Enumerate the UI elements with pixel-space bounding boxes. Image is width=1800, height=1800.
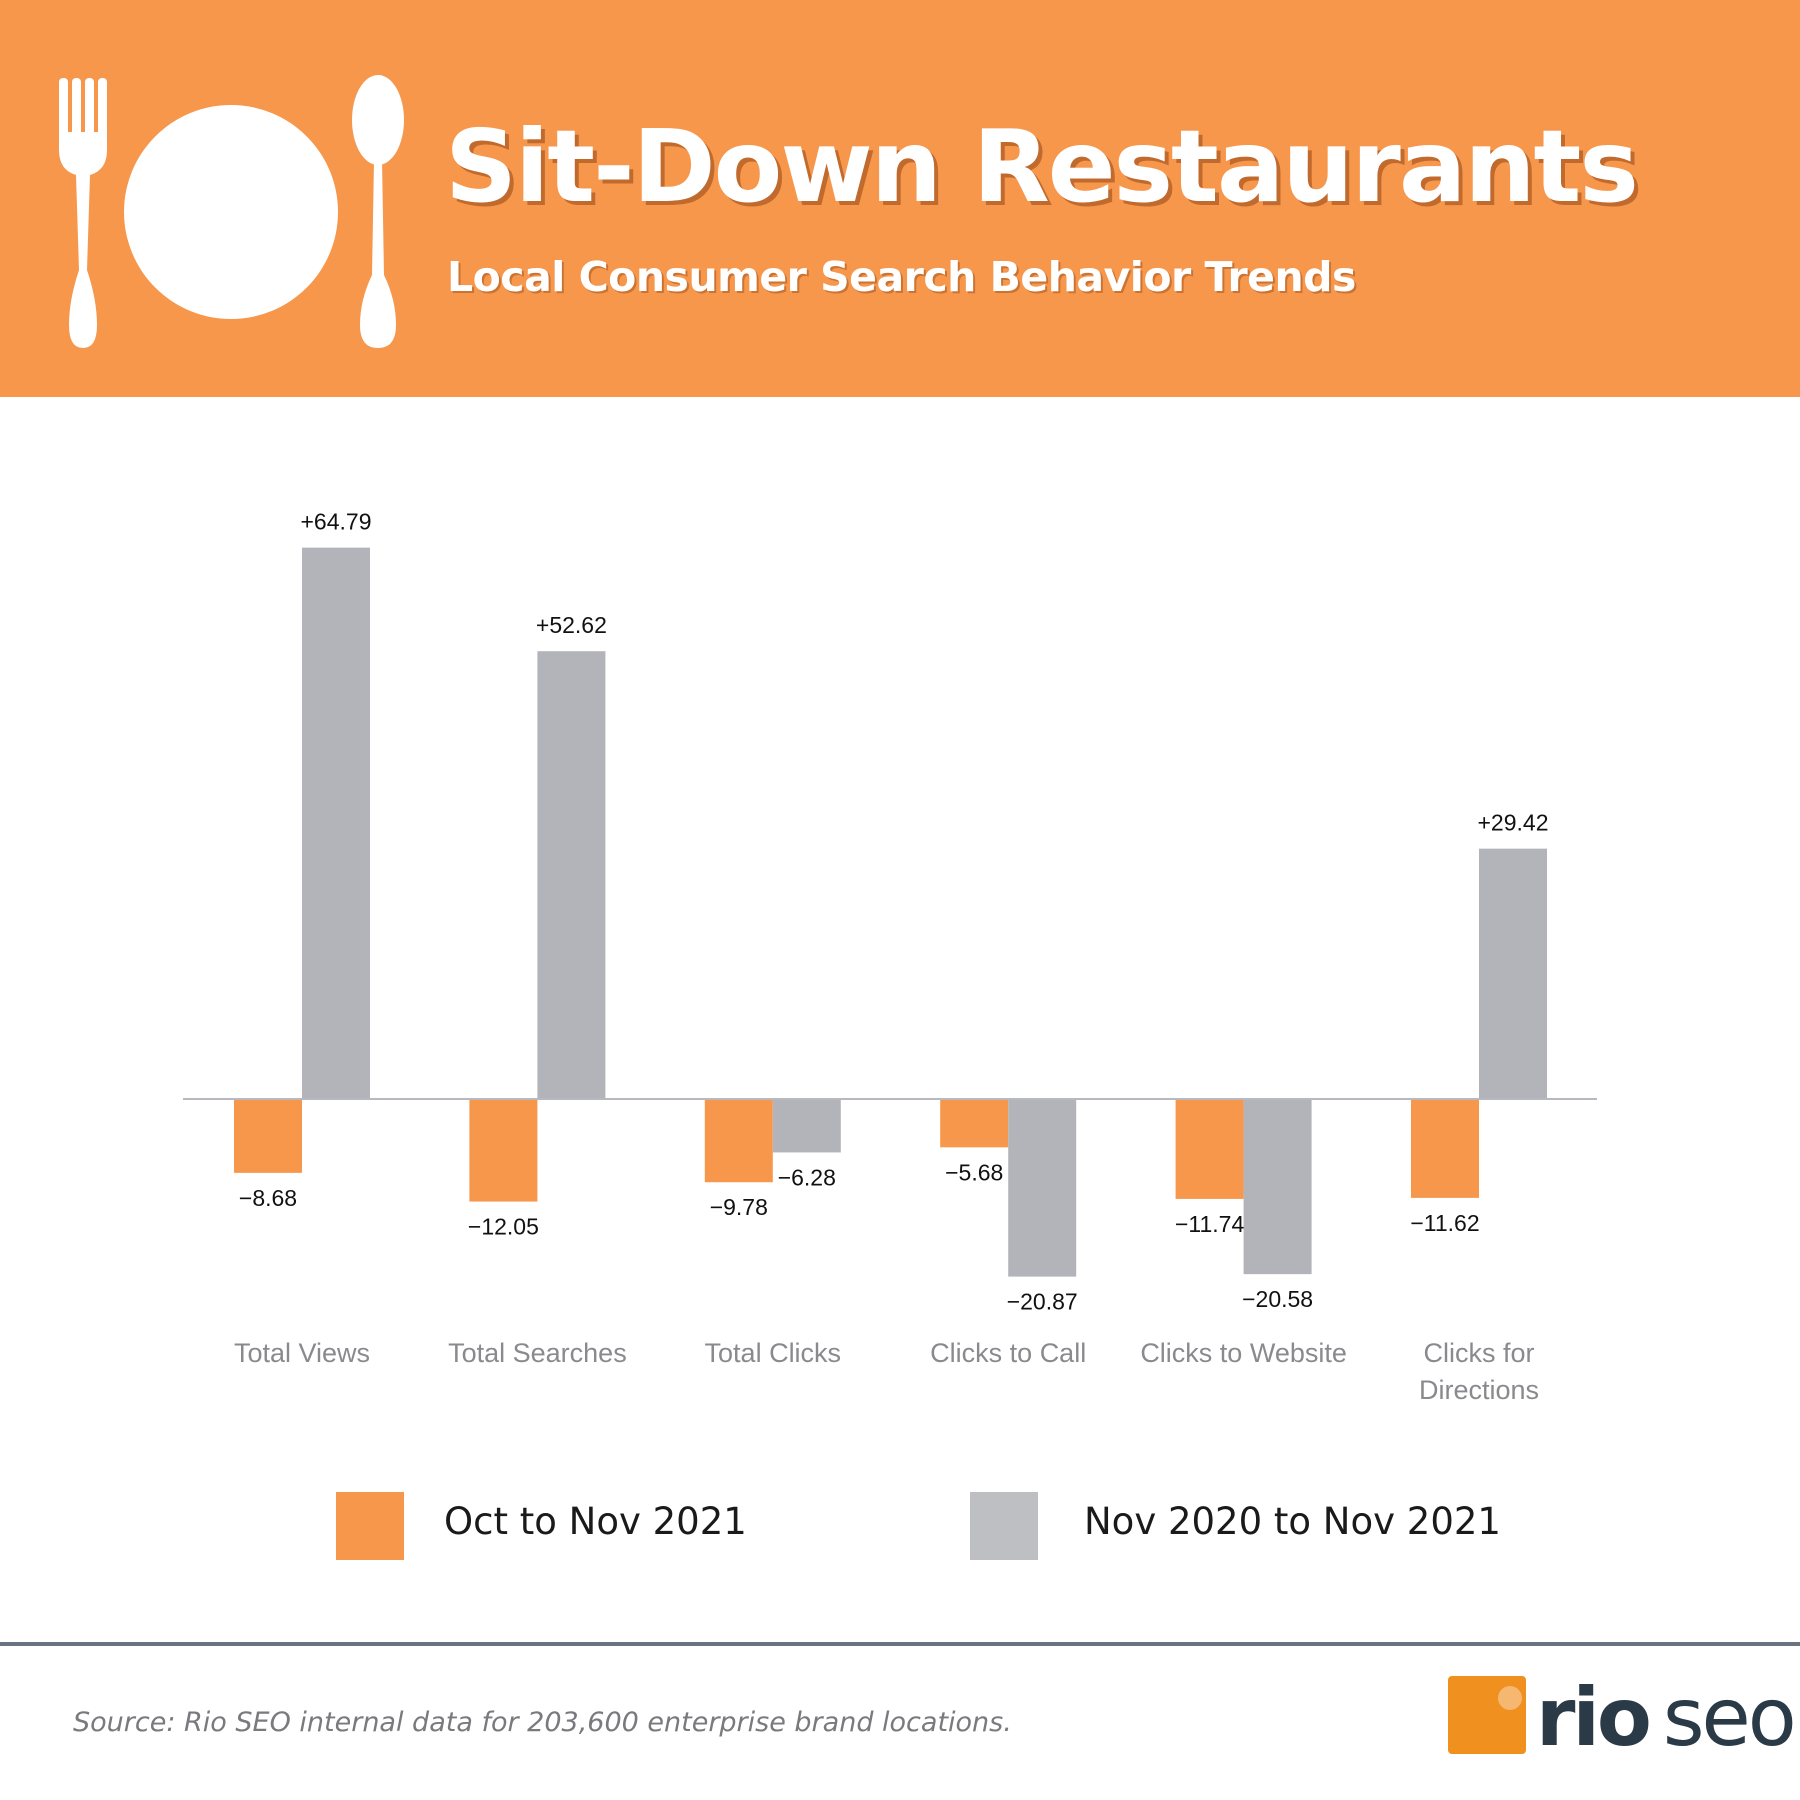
category-label-total-clicks: Total Clicks [705, 1338, 842, 1368]
data-label-total-clicks-series-2: −6.28 [778, 1164, 836, 1190]
footer-divider [0, 1642, 1800, 1646]
bar-clicks-to-call-series-1 [940, 1099, 1009, 1148]
logo-text-rio: rio [1536, 1671, 1652, 1764]
bar-chart: −8.68 −12.05 −9.78 −5.68 −11.74 −11.62 +64.79 +… [183, 509, 1597, 1405]
data-label-clicks-for-directions-series-1: −11.62 [1410, 1210, 1479, 1236]
bar-total-searches-series-1 [469, 1099, 538, 1202]
logo-mark-icon [1448, 1676, 1526, 1754]
page-subtitle: Local Consumer Search Behavior Trends [447, 253, 1356, 301]
data-label-clicks-to-website-series-1: −11.74 [1175, 1211, 1244, 1237]
source-note: Source: Rio SEO internal data for 203,60… [73, 1707, 1012, 1738]
fork-icon [59, 78, 107, 348]
bar-clicks-for-directions-series-2 [1479, 848, 1547, 1099]
data-label-total-views-series-2: +64.79 [301, 509, 372, 535]
logo-text-seo: seo [1662, 1671, 1797, 1764]
legend-label-nov-2020-nov-2021: Nov 2020 to Nov 2021 [1084, 1500, 1501, 1543]
data-label-clicks-to-website-series-2: −20.58 [1242, 1286, 1313, 1312]
header-icons [59, 75, 404, 348]
category-label-clicks-for-directions-line-1: Clicks for [1423, 1338, 1534, 1368]
data-label-total-searches-series-2: +52.62 [536, 612, 607, 638]
page-title: Sit-Down Restaurants [445, 108, 1639, 225]
legend-swatch-nov-2020-nov-2021 [970, 1492, 1038, 1560]
bar-clicks-to-website-series-1 [1175, 1099, 1244, 1199]
bar-total-clicks-series-1 [704, 1099, 773, 1183]
data-label-total-searches-series-1: −12.05 [468, 1214, 539, 1240]
data-label-clicks-to-call-series-2: −20.87 [1007, 1289, 1078, 1315]
category-label-clicks-to-call: Clicks to Call [930, 1338, 1086, 1368]
data-label-total-clicks-series-1: −9.78 [710, 1194, 768, 1220]
legend-swatch-oct-nov-2021 [336, 1492, 404, 1560]
spoon-icon [352, 75, 404, 348]
bar-total-views-series-1 [234, 1099, 302, 1173]
bar-total-clicks-series-2 [772, 1099, 841, 1153]
category-label-total-searches: Total Searches [448, 1338, 627, 1368]
bar-total-searches-series-2 [537, 651, 606, 1099]
data-label-total-views-series-1: −8.68 [239, 1185, 297, 1211]
rio-seo-logo: rio seo [1446, 1671, 1797, 1768]
header-banner: Sit-Down Restaurants Local Consumer Sear… [0, 0, 1800, 397]
bar-clicks-for-directions-series-1 [1411, 1099, 1479, 1198]
bar-clicks-to-website-series-2 [1243, 1099, 1312, 1275]
bar-total-views-series-2 [302, 547, 370, 1099]
data-label-clicks-to-call-series-1: −5.68 [945, 1159, 1003, 1185]
plate-icon [124, 105, 338, 319]
category-label-total-views: Total Views [234, 1338, 370, 1368]
legend-label-oct-nov-2021: Oct to Nov 2021 [444, 1500, 747, 1543]
category-label-clicks-for-directions-line-2: Directions [1419, 1375, 1539, 1405]
data-label-clicks-for-directions-series-2: +29.42 [1478, 810, 1549, 836]
bar-clicks-to-call-series-2 [1008, 1099, 1077, 1277]
category-label-clicks-to-website: Clicks to Website [1140, 1338, 1347, 1368]
